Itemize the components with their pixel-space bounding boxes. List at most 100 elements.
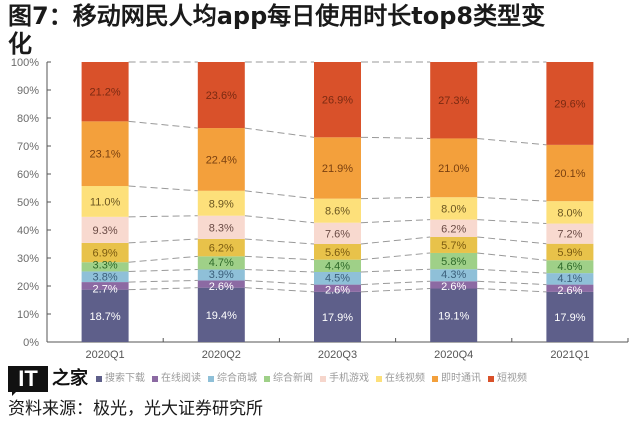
y-tick-label: 0% bbox=[23, 337, 39, 349]
data-label: 8.9% bbox=[209, 198, 234, 210]
connector-line bbox=[244, 190, 315, 200]
bar-segment bbox=[546, 201, 594, 224]
connector-line bbox=[360, 280, 431, 286]
bar-segment bbox=[430, 138, 478, 198]
legend-label: 短视频 bbox=[497, 373, 527, 384]
y-tick-label: 90% bbox=[17, 85, 39, 97]
data-label: 8.3% bbox=[209, 222, 234, 234]
y-tick-label: 100% bbox=[11, 57, 39, 69]
bar-segment bbox=[314, 272, 361, 285]
data-label: 26.9% bbox=[322, 95, 353, 107]
y-tick-label: 10% bbox=[17, 309, 39, 321]
logo-tail-icon bbox=[12, 390, 18, 396]
legend-item: 综合新闻 bbox=[264, 372, 313, 386]
y-tick-label: 70% bbox=[17, 141, 39, 153]
y-tick-label: 30% bbox=[17, 253, 39, 265]
bar-segment bbox=[197, 215, 245, 239]
connector-line bbox=[477, 219, 547, 225]
connector-line bbox=[360, 268, 431, 273]
bar-segment bbox=[314, 222, 361, 244]
data-label: 21.9% bbox=[322, 163, 353, 175]
connector-line bbox=[244, 127, 315, 138]
connector-line bbox=[128, 120, 198, 129]
legend-swatch bbox=[208, 376, 214, 382]
source-note: 资料来源：极光，光大证券研究所 bbox=[8, 399, 263, 419]
legend-swatch bbox=[264, 376, 270, 382]
bar-segment bbox=[314, 198, 361, 223]
bar-segment bbox=[197, 62, 245, 129]
connector-line bbox=[244, 268, 315, 273]
data-label: 6.2% bbox=[209, 243, 234, 255]
connector-line bbox=[128, 238, 198, 244]
legend-swatch bbox=[96, 376, 102, 382]
bar-segment bbox=[430, 288, 478, 342]
legend-swatch bbox=[152, 376, 158, 382]
connector-line bbox=[360, 219, 431, 224]
bar-segment bbox=[430, 219, 478, 237]
connector-line bbox=[360, 196, 431, 200]
legend-swatch bbox=[432, 376, 438, 382]
connector-line bbox=[128, 215, 198, 218]
bar-segment bbox=[197, 287, 245, 342]
x-tick-label: 2020Q1 bbox=[86, 349, 125, 361]
connector-line bbox=[128, 268, 198, 272]
bar-segment bbox=[81, 271, 129, 283]
stacked-bar-chart: 0% 10% 20% 30% 40% 50% 60% 70% 80% 90% 100% 18.7% 2.… bbox=[11, 57, 629, 361]
connector-line bbox=[128, 185, 198, 192]
legend-item: 搜索下载 bbox=[96, 372, 145, 386]
bar-segment bbox=[197, 269, 245, 281]
data-label: 5.6% bbox=[325, 247, 350, 259]
bar-segment bbox=[197, 280, 245, 288]
connector-line bbox=[128, 287, 198, 291]
data-label: 2.6% bbox=[325, 284, 350, 296]
bar-segment bbox=[314, 291, 361, 342]
bar-segment bbox=[546, 144, 594, 202]
ithome-logo: IT 之家 bbox=[8, 366, 92, 396]
bar-segment bbox=[314, 244, 361, 260]
legend-swatch bbox=[320, 376, 326, 382]
bar-segment bbox=[81, 282, 129, 290]
legend-label: 搜索下载 bbox=[105, 373, 145, 384]
data-label: 20.1% bbox=[554, 168, 585, 180]
data-label: 3.9% bbox=[209, 269, 234, 281]
bar-segment bbox=[81, 216, 129, 243]
data-label: 17.9% bbox=[554, 312, 585, 324]
bar-segment bbox=[314, 62, 361, 138]
data-label: 2.7% bbox=[93, 283, 118, 295]
data-label: 19.4% bbox=[206, 310, 237, 322]
data-label: 2.6% bbox=[209, 281, 234, 293]
bar-segment bbox=[81, 242, 129, 263]
data-label: 4.7% bbox=[209, 257, 234, 269]
x-tick-label: 2020Q3 bbox=[318, 349, 357, 361]
data-label: 21.0% bbox=[438, 163, 469, 175]
connector-line bbox=[360, 288, 431, 293]
data-label: 4.4% bbox=[325, 260, 350, 272]
connector-line bbox=[244, 279, 315, 286]
connector-line bbox=[360, 136, 431, 139]
bar-segment bbox=[81, 62, 129, 122]
legend-label: 手机游戏 bbox=[329, 373, 369, 384]
bar-segment bbox=[430, 269, 478, 282]
data-label: 18.7% bbox=[89, 311, 120, 323]
data-label: 11.0% bbox=[90, 196, 121, 208]
bar-segment bbox=[430, 62, 478, 139]
legend-swatch bbox=[376, 376, 382, 382]
data-label: 19.1% bbox=[438, 310, 469, 322]
data-label: 3.3% bbox=[93, 259, 118, 271]
legend-item: 手机游戏 bbox=[320, 372, 369, 386]
chart-title: 图7：移动网民人均app每日使用时长top8类型变化 bbox=[8, 2, 546, 58]
bar-segment bbox=[546, 291, 594, 342]
bar-segment bbox=[546, 243, 594, 261]
legend-item: 在线阅读 bbox=[152, 372, 201, 386]
connector-line bbox=[477, 252, 547, 261]
x-tick-label: 2020Q4 bbox=[434, 349, 473, 361]
data-label: 5.9% bbox=[557, 247, 582, 259]
data-label: 4.5% bbox=[325, 272, 350, 284]
data-label: 2.6% bbox=[441, 281, 466, 293]
legend-label: 综合商城 bbox=[217, 373, 257, 384]
bar-segment bbox=[314, 137, 361, 199]
bar-segment bbox=[546, 260, 594, 274]
y-tick-label: 20% bbox=[17, 281, 39, 293]
connector-line bbox=[128, 255, 198, 263]
data-label: 6.9% bbox=[93, 247, 118, 259]
